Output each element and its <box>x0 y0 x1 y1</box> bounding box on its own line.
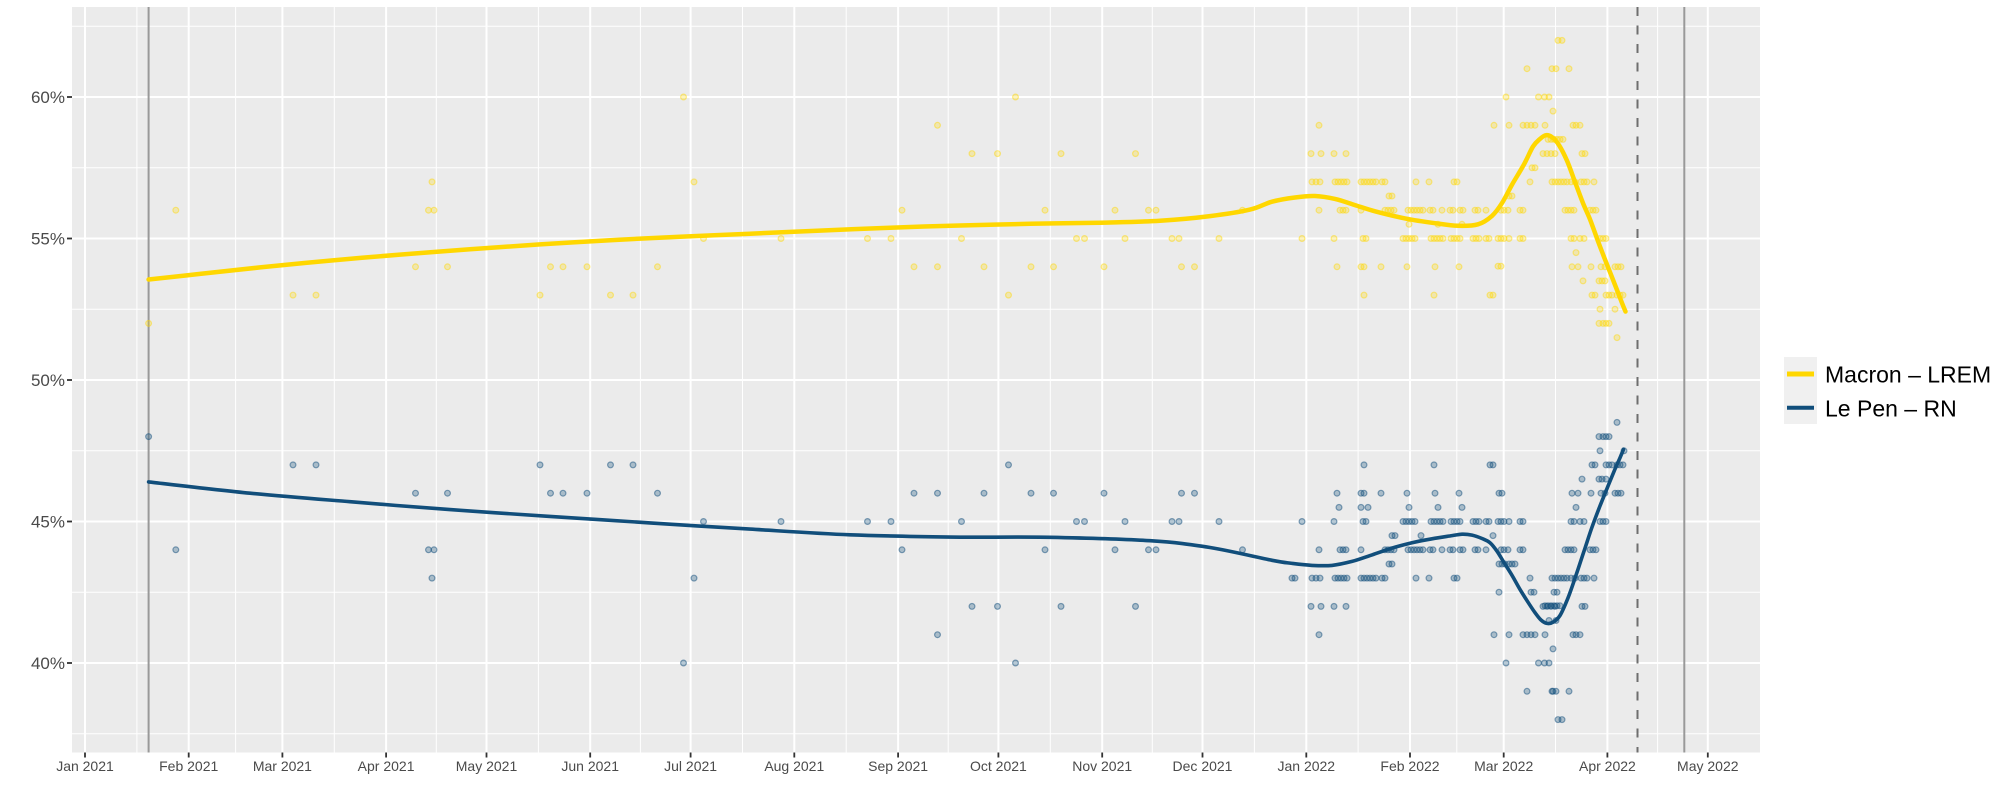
svg-text:Jul 2021: Jul 2021 <box>664 758 717 774</box>
svg-text:Sep 2021: Sep 2021 <box>868 758 928 774</box>
svg-text:40%: 40% <box>31 654 65 673</box>
svg-text:Nov 2021: Nov 2021 <box>1072 758 1132 774</box>
svg-text:50%: 50% <box>31 371 65 390</box>
svg-text:Jan 2021: Jan 2021 <box>56 758 114 774</box>
svg-text:Mar 2021: Mar 2021 <box>253 758 312 774</box>
svg-text:May 2022: May 2022 <box>1677 758 1739 774</box>
svg-text:Jun 2021: Jun 2021 <box>561 758 619 774</box>
svg-text:60%: 60% <box>31 88 65 107</box>
svg-text:45%: 45% <box>31 513 65 532</box>
svg-text:Le Pen – RN: Le Pen – RN <box>1825 396 1957 422</box>
svg-text:Macron – LREM: Macron – LREM <box>1825 362 1991 388</box>
svg-text:Jan 2022: Jan 2022 <box>1277 758 1335 774</box>
svg-text:May 2021: May 2021 <box>456 758 518 774</box>
svg-text:Apr 2021: Apr 2021 <box>358 758 415 774</box>
svg-text:55%: 55% <box>31 230 65 249</box>
svg-text:Mar 2022: Mar 2022 <box>1474 758 1533 774</box>
svg-text:Aug 2021: Aug 2021 <box>764 758 824 774</box>
svg-text:Feb 2022: Feb 2022 <box>1380 758 1439 774</box>
svg-text:Oct 2021: Oct 2021 <box>970 758 1027 774</box>
svg-text:Apr 2022: Apr 2022 <box>1579 758 1636 774</box>
svg-text:Feb 2021: Feb 2021 <box>159 758 218 774</box>
svg-text:Dec 2021: Dec 2021 <box>1173 758 1233 774</box>
